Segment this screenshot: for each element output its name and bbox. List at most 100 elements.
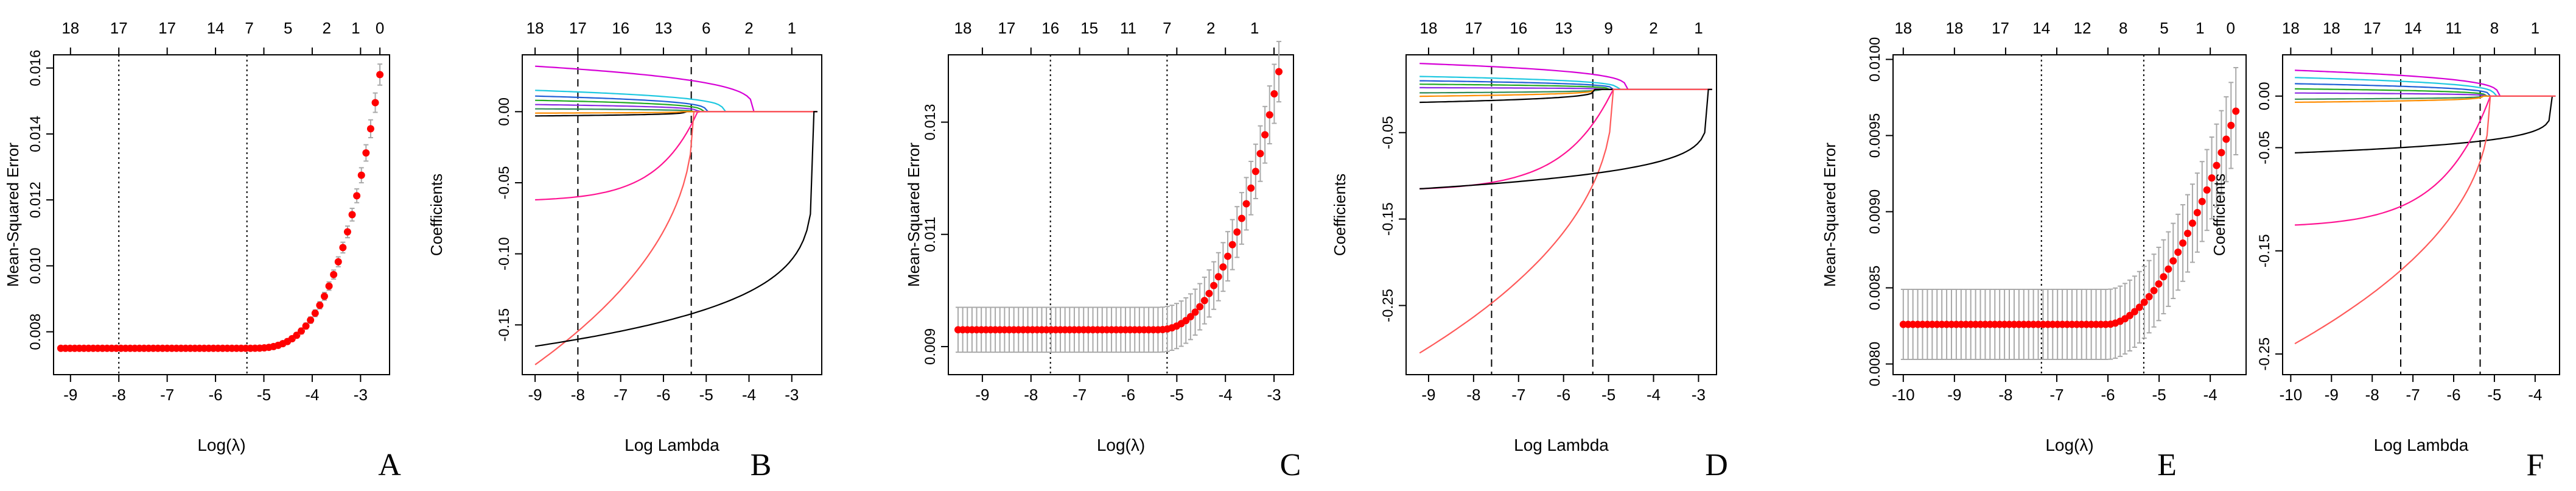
- y-tick-label: -0.05: [2256, 131, 2273, 164]
- top-axis-label: 18: [61, 19, 79, 37]
- cv-point: [2160, 273, 2168, 281]
- cv-point: [371, 99, 379, 107]
- x-tick-label: -4: [742, 386, 756, 404]
- x-tick-label: -9: [975, 386, 989, 404]
- y-axis-label: Coefficients: [427, 174, 446, 256]
- cv-point: [311, 309, 319, 317]
- x-tick-label: -8: [1024, 386, 1038, 404]
- coef-path-line: [2295, 95, 2556, 226]
- cv-point: [1247, 184, 1255, 192]
- cv-point: [1191, 308, 1199, 316]
- top-axis-label: 8: [2490, 19, 2499, 37]
- cv-point: [348, 211, 356, 219]
- top-axis-label: 7: [1163, 19, 1171, 37]
- top-axis-label: 9: [1604, 19, 1612, 37]
- y-tick-label: 0.0085: [1867, 266, 1883, 310]
- cv-point: [353, 192, 361, 200]
- top-axis-label: 2: [1206, 19, 1215, 37]
- top-axis-label: 17: [1465, 19, 1482, 37]
- panel-letter: D: [1705, 448, 1728, 482]
- cv-point: [2203, 186, 2211, 194]
- top-axis-label: 18: [1419, 19, 1437, 37]
- x-tick-label: -9: [63, 386, 77, 404]
- y-tick-label: 0.009: [922, 328, 939, 365]
- y-tick-label: -0.05: [1380, 116, 1396, 149]
- y-tick-label: 0.0095: [1867, 113, 1883, 158]
- top-axis-label: 17: [110, 19, 128, 37]
- top-axis-label: 11: [2446, 19, 2462, 37]
- cv-point: [325, 282, 333, 290]
- y-tick-label: 0.0090: [1867, 189, 1883, 234]
- cv-point: [1265, 111, 1273, 119]
- y-tick-label: -0.05: [496, 166, 513, 200]
- top-axis-label: 14: [207, 19, 225, 37]
- panel-b: -9 -8 -7 -6 -5 -4 -3 18 17 16 13 6 2 1 0.00 -0.05 -0.10 -…: [427, 19, 822, 482]
- x-tick-label: -5: [2487, 386, 2501, 404]
- cv-point: [2208, 174, 2216, 182]
- panel-letter: C: [1280, 448, 1301, 482]
- top-axis-label: 7: [245, 19, 253, 37]
- cv-point: [1210, 281, 1218, 289]
- top-axis-label: 5: [284, 19, 292, 37]
- y-tick-label: 0.014: [27, 116, 44, 152]
- top-axis-label: 0: [2227, 19, 2235, 37]
- panel-a: -9 -8 -7 -6 -5 -4 -3 18 17 17 14 7 5 2 1 0 0.008 0.010 0.0…: [4, 19, 401, 482]
- x-axis-label: Log(λ): [2045, 436, 2093, 454]
- x-tick-label: -4: [1219, 386, 1233, 404]
- panel-f: -10 -9 -8 -7 -6 -5 -4 18 18 17 14 11 8 1 0.00 -0.05 -0.1…: [2210, 19, 2560, 482]
- top-axis-label: 2: [744, 19, 753, 37]
- cv-point: [2217, 149, 2225, 157]
- x-tick-label: -3: [785, 386, 799, 404]
- x-tick-label: -3: [1692, 386, 1706, 404]
- cv-point: [2169, 257, 2177, 265]
- cv-point: [2130, 308, 2138, 316]
- top-axis-label: 17: [2364, 19, 2381, 37]
- y-tick-label: -0.15: [2256, 234, 2273, 267]
- x-tick-label: -6: [656, 386, 670, 404]
- coef-path-line: [2294, 95, 2556, 345]
- cv-point: [297, 327, 305, 335]
- x-tick-label: -7: [1511, 386, 1525, 404]
- top-axis-label: 8: [2119, 19, 2127, 37]
- y-tick-label: 0.016: [27, 50, 44, 87]
- top-axis-label: 1: [2531, 19, 2539, 37]
- x-tick-label: -4: [2203, 386, 2217, 404]
- top-axis-label: 13: [1555, 19, 1572, 37]
- top-axis-label: 1: [788, 19, 796, 37]
- x-axis-label: Log Lambda: [625, 436, 719, 454]
- cv-point: [362, 149, 370, 157]
- top-axis-label: 1: [1250, 19, 1259, 37]
- top-axis-label: 16: [1041, 19, 1059, 37]
- cv-point: [307, 316, 315, 324]
- y-axis-label: Mean-Squared Error: [905, 143, 923, 287]
- cv-point: [1256, 150, 1264, 158]
- top-axis-label: 16: [612, 19, 629, 37]
- y-tick-label: 0.00: [496, 97, 513, 126]
- coef-path-line: [2295, 95, 2556, 154]
- cv-point: [293, 331, 301, 339]
- y-tick-label: -0.10: [496, 237, 513, 270]
- cv-point: [1275, 68, 1283, 76]
- x-tick-label: -10: [2280, 386, 2303, 404]
- top-axis-label: 13: [654, 19, 672, 37]
- cv-point: [1186, 313, 1194, 320]
- cv-point: [376, 71, 384, 79]
- cv-point: [2227, 121, 2235, 129]
- panel-letter: E: [2157, 448, 2177, 482]
- cv-point: [1251, 168, 1259, 175]
- cv-point: [2165, 265, 2172, 273]
- cv-point: [302, 322, 310, 330]
- cv-point: [2198, 197, 2206, 205]
- x-tick-label: -3: [1267, 386, 1281, 404]
- y-tick-label: -0.15: [496, 308, 513, 342]
- cv-point: [1205, 289, 1213, 297]
- cv-point: [357, 171, 365, 179]
- x-tick-label: -5: [1601, 386, 1615, 404]
- cv-point: [1270, 90, 1278, 97]
- x-tick-label: -7: [614, 386, 628, 404]
- x-tick-label: -6: [209, 386, 223, 404]
- panel-letter: B: [751, 448, 772, 482]
- x-tick-label: -5: [1170, 386, 1184, 404]
- x-tick-label: -4: [2528, 386, 2542, 404]
- y-axis-label: Coefficients: [2210, 174, 2228, 256]
